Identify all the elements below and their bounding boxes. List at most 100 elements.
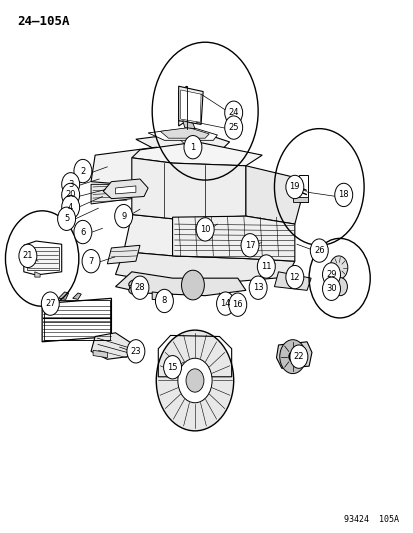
Polygon shape bbox=[180, 90, 201, 122]
Circle shape bbox=[322, 277, 339, 301]
Text: 16: 16 bbox=[232, 300, 242, 309]
Circle shape bbox=[74, 220, 92, 244]
Circle shape bbox=[178, 358, 211, 403]
Polygon shape bbox=[245, 166, 302, 224]
Circle shape bbox=[310, 239, 328, 262]
Circle shape bbox=[279, 340, 305, 374]
Text: 7: 7 bbox=[88, 257, 93, 265]
Text: 22: 22 bbox=[293, 352, 304, 361]
Text: 11: 11 bbox=[261, 262, 271, 271]
Polygon shape bbox=[298, 175, 307, 202]
Polygon shape bbox=[42, 298, 111, 342]
Text: 93424  105A: 93424 105A bbox=[343, 515, 398, 523]
Circle shape bbox=[249, 276, 266, 300]
Polygon shape bbox=[93, 350, 107, 358]
Circle shape bbox=[288, 351, 296, 362]
Text: 21: 21 bbox=[23, 252, 33, 261]
Circle shape bbox=[62, 173, 79, 196]
Polygon shape bbox=[115, 252, 294, 282]
Circle shape bbox=[228, 293, 246, 317]
Polygon shape bbox=[182, 120, 195, 128]
Polygon shape bbox=[103, 179, 148, 199]
Circle shape bbox=[285, 265, 303, 289]
Circle shape bbox=[82, 249, 100, 273]
Circle shape bbox=[156, 330, 233, 431]
Polygon shape bbox=[73, 293, 81, 300]
Text: 10: 10 bbox=[199, 225, 210, 234]
Polygon shape bbox=[276, 342, 311, 368]
Polygon shape bbox=[160, 127, 209, 138]
Text: 18: 18 bbox=[337, 190, 348, 199]
Polygon shape bbox=[294, 177, 298, 198]
Circle shape bbox=[224, 116, 242, 139]
Circle shape bbox=[334, 183, 352, 207]
Circle shape bbox=[285, 175, 303, 199]
Circle shape bbox=[322, 263, 339, 286]
Circle shape bbox=[181, 270, 204, 300]
Circle shape bbox=[19, 244, 37, 268]
Polygon shape bbox=[178, 86, 203, 124]
Polygon shape bbox=[128, 285, 147, 290]
Circle shape bbox=[185, 369, 204, 392]
Circle shape bbox=[329, 256, 347, 279]
Polygon shape bbox=[58, 292, 69, 300]
Polygon shape bbox=[131, 158, 245, 219]
Text: 23: 23 bbox=[130, 347, 141, 356]
Circle shape bbox=[62, 196, 79, 219]
Circle shape bbox=[224, 101, 242, 124]
Circle shape bbox=[114, 205, 132, 228]
Polygon shape bbox=[91, 333, 131, 359]
Circle shape bbox=[41, 292, 59, 316]
Text: 24–105A: 24–105A bbox=[18, 14, 70, 28]
Text: 25: 25 bbox=[228, 123, 238, 132]
Text: 14: 14 bbox=[220, 299, 230, 308]
Polygon shape bbox=[274, 272, 311, 290]
Polygon shape bbox=[115, 272, 245, 296]
Ellipse shape bbox=[128, 286, 147, 295]
Polygon shape bbox=[107, 245, 140, 264]
Polygon shape bbox=[26, 247, 59, 270]
Text: 6: 6 bbox=[80, 228, 85, 237]
Text: 1: 1 bbox=[190, 143, 195, 152]
Polygon shape bbox=[35, 272, 40, 277]
Circle shape bbox=[131, 276, 149, 300]
Circle shape bbox=[155, 289, 173, 313]
Text: 20: 20 bbox=[65, 190, 76, 199]
Text: 2: 2 bbox=[80, 166, 85, 175]
Text: 27: 27 bbox=[45, 299, 55, 308]
Polygon shape bbox=[148, 127, 217, 140]
Text: 29: 29 bbox=[325, 270, 336, 279]
Circle shape bbox=[57, 207, 76, 230]
Text: 9: 9 bbox=[121, 212, 126, 221]
Text: 26: 26 bbox=[313, 246, 324, 255]
Circle shape bbox=[74, 159, 92, 183]
Circle shape bbox=[257, 255, 275, 278]
Circle shape bbox=[183, 135, 202, 159]
Text: 28: 28 bbox=[134, 283, 145, 292]
Circle shape bbox=[62, 183, 79, 207]
Polygon shape bbox=[292, 197, 307, 202]
Text: 15: 15 bbox=[167, 363, 178, 372]
Text: 30: 30 bbox=[325, 284, 336, 293]
Polygon shape bbox=[24, 241, 62, 275]
Circle shape bbox=[333, 278, 347, 296]
Polygon shape bbox=[172, 216, 294, 261]
Polygon shape bbox=[123, 215, 245, 259]
Polygon shape bbox=[115, 186, 135, 194]
Circle shape bbox=[196, 217, 214, 241]
Polygon shape bbox=[178, 86, 186, 126]
Text: 17: 17 bbox=[244, 241, 255, 250]
Polygon shape bbox=[152, 292, 172, 301]
Circle shape bbox=[127, 340, 145, 363]
Circle shape bbox=[289, 345, 307, 368]
Circle shape bbox=[216, 292, 234, 316]
Text: 8: 8 bbox=[161, 296, 167, 305]
Polygon shape bbox=[91, 184, 131, 204]
Text: 4: 4 bbox=[68, 203, 73, 212]
Text: 12: 12 bbox=[289, 272, 299, 281]
Text: 19: 19 bbox=[289, 182, 299, 191]
Circle shape bbox=[163, 356, 181, 379]
Ellipse shape bbox=[128, 279, 147, 290]
Text: 13: 13 bbox=[252, 283, 263, 292]
Circle shape bbox=[240, 233, 259, 257]
